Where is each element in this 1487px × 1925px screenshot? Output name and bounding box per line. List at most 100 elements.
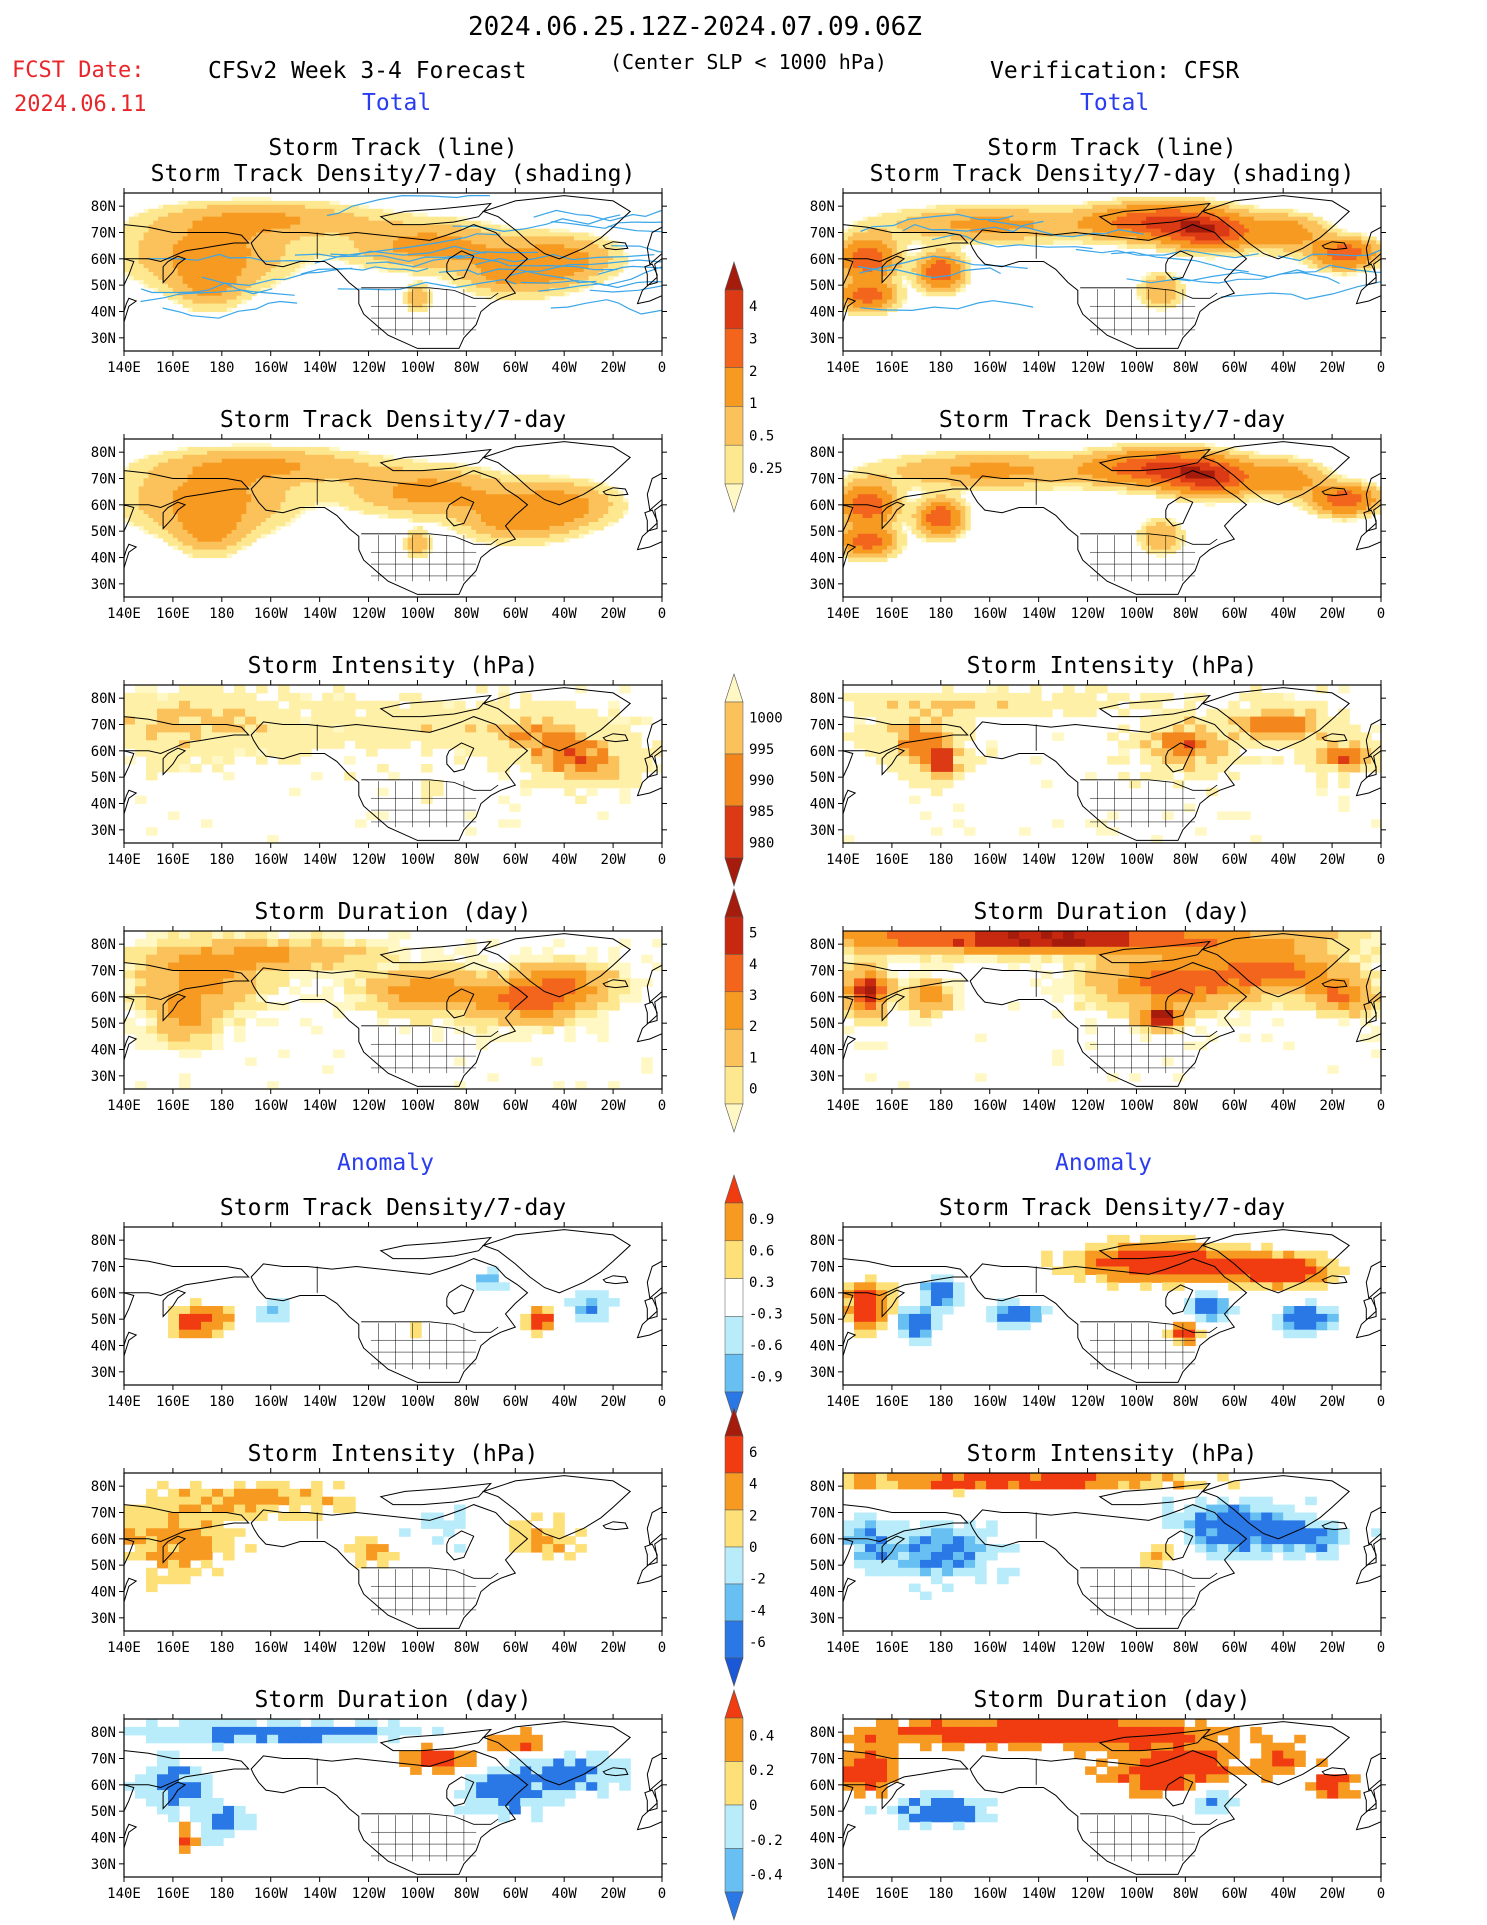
coastline-scand bbox=[1365, 226, 1381, 266]
coastline-siberia bbox=[843, 685, 969, 755]
lon-tick-label: 120W bbox=[352, 1886, 386, 1902]
map-panel-r1-c1: 140E 160E 180 160W 140W 120W 100W 80W 60W 40W 20W 0… bbox=[810, 407, 1386, 622]
lon-tick-label: 160W bbox=[254, 852, 288, 868]
colorbar-label: 3 bbox=[749, 988, 757, 1004]
fcst-date-value: 2024.06.11 bbox=[14, 92, 147, 117]
colorbar-label: 4 bbox=[749, 957, 757, 973]
lat-tick-label: 40N bbox=[91, 305, 116, 321]
lat-tick-label: 80N bbox=[91, 1233, 116, 1249]
lon-tick-label: 40W bbox=[1271, 606, 1297, 622]
map-field-r2-c1 bbox=[843, 685, 1381, 843]
colorbar-duration-total: 5 4 3 2 1 0 bbox=[724, 888, 757, 1133]
lon-tick-label: 140W bbox=[303, 606, 337, 622]
lon-tick-label: 80W bbox=[1173, 1640, 1199, 1656]
colorbar-label: 6 bbox=[749, 1445, 757, 1461]
coastline-kamchatka bbox=[881, 501, 906, 530]
coastline-europe bbox=[636, 504, 662, 551]
lon-tick-label: 60W bbox=[503, 1098, 529, 1114]
lat-tick-label: 40N bbox=[91, 1339, 116, 1355]
lon-tick-label: 60W bbox=[1222, 606, 1248, 622]
lon-tick-label: 80W bbox=[454, 1886, 480, 1902]
colorbar-label: 990 bbox=[749, 773, 774, 789]
colorbar-cap bbox=[724, 1689, 744, 1719]
colorbar-label: 0 bbox=[749, 1540, 757, 1556]
storm-track-line bbox=[1126, 269, 1308, 284]
panel-title: Storm Track Density/7-day (shading) bbox=[870, 161, 1355, 187]
colorbar-label: -4 bbox=[749, 1603, 766, 1619]
coastline-kamchatka bbox=[881, 255, 906, 284]
lon-tick-label: 20W bbox=[1319, 852, 1345, 868]
lon-tick-label: 20W bbox=[1319, 1394, 1345, 1410]
coastline-asia bbox=[843, 996, 854, 1024]
colorbar-swatch bbox=[724, 1717, 744, 1762]
coastline-europe bbox=[1355, 750, 1381, 797]
lon-tick-label: 160E bbox=[156, 1640, 190, 1656]
lon-tick-label: 180 bbox=[928, 1886, 953, 1902]
panel-title: Storm Intensity (hPa) bbox=[248, 1441, 539, 1467]
coastline-na bbox=[250, 1258, 529, 1383]
colorbar-label: 0.6 bbox=[749, 1243, 774, 1259]
lon-tick-label: 0 bbox=[1377, 1640, 1385, 1656]
coastline-greenland bbox=[1200, 195, 1351, 260]
lat-tick-label: 30N bbox=[91, 577, 116, 593]
map-frame bbox=[123, 1718, 663, 1878]
colorbar-label: 0.3 bbox=[749, 1275, 774, 1291]
lon-tick-label: 0 bbox=[1377, 1394, 1385, 1410]
lon-tick-label: 160E bbox=[156, 1886, 190, 1902]
colorbar-swatch bbox=[724, 1804, 744, 1849]
lon-tick-label: 120W bbox=[352, 360, 386, 376]
lat-tick-label: 60N bbox=[810, 498, 835, 514]
coastline-arctic_isl bbox=[1098, 1236, 1212, 1260]
lon-tick-label: 140W bbox=[303, 1886, 337, 1902]
coastline-britain bbox=[644, 1297, 658, 1320]
colorbar-label: 2 bbox=[749, 1508, 757, 1524]
colorbar-intensity-anomaly: 6 4 2 0 -2 -4 -6 bbox=[724, 1407, 766, 1687]
lat-tick-label: 80N bbox=[810, 199, 835, 215]
map-panel-r5-c1: 140E 160E 180 160W 140W 120W 100W 80W 60W 40W 20W 0… bbox=[810, 1441, 1386, 1656]
coastline-greenland bbox=[481, 687, 632, 752]
coastline-britain bbox=[1363, 755, 1377, 778]
lat-tick-label: 40N bbox=[810, 551, 835, 567]
coastline-siberia bbox=[843, 193, 969, 263]
lon-tick-label: 180 bbox=[209, 1886, 234, 1902]
colorbar-swatch bbox=[724, 1028, 744, 1067]
coastline-britain bbox=[644, 755, 658, 778]
lon-tick-label: 140W bbox=[303, 1098, 337, 1114]
lon-tick-label: 60W bbox=[503, 1640, 529, 1656]
colorbar-label: 4 bbox=[749, 1477, 757, 1493]
lon-tick-label: 160W bbox=[254, 1640, 288, 1656]
colorbar-swatch bbox=[724, 991, 744, 1030]
coastline-siberia bbox=[124, 1719, 250, 1789]
lon-tick-label: 40W bbox=[1271, 1098, 1297, 1114]
coastline-greenland bbox=[1200, 1229, 1351, 1294]
coastline-iceland bbox=[1321, 979, 1348, 989]
lon-tick-label: 180 bbox=[928, 1098, 953, 1114]
coastline-europe bbox=[636, 1292, 662, 1339]
map-field-r3-c0 bbox=[124, 931, 662, 1089]
colorbar-cap bbox=[724, 483, 744, 513]
coastline-kamchatka bbox=[162, 1781, 187, 1810]
lon-tick-label: 120W bbox=[352, 1394, 386, 1410]
lon-tick-label: 40W bbox=[552, 1886, 578, 1902]
map-field-r0-c0 bbox=[124, 193, 662, 351]
map-frame bbox=[842, 1718, 1382, 1878]
storm-track-line bbox=[456, 256, 618, 271]
lon-tick-label: 80W bbox=[454, 1098, 480, 1114]
lat-tick-label: 70N bbox=[810, 718, 835, 734]
coastline-asia bbox=[124, 1292, 135, 1320]
coastline-europe bbox=[636, 1784, 662, 1831]
lon-tick-label: 60W bbox=[503, 1394, 529, 1410]
lon-tick-label: 80W bbox=[1173, 1886, 1199, 1902]
colorbar-swatch bbox=[724, 406, 744, 446]
storm-track-line bbox=[520, 266, 662, 287]
lat-tick-label: 80N bbox=[91, 199, 116, 215]
panel-title: Storm Track Density/7-day bbox=[220, 407, 566, 433]
coastline-hudson bbox=[1165, 1776, 1194, 1807]
coastline-arctic_isl bbox=[379, 1728, 493, 1752]
storm-track-line bbox=[860, 213, 1014, 232]
lon-tick-label: 120W bbox=[1071, 606, 1105, 622]
colorbar-label: 4 bbox=[749, 299, 757, 315]
coastline-scand bbox=[646, 1752, 662, 1792]
storm-track-line bbox=[140, 289, 295, 303]
colorbar-swatch bbox=[724, 954, 744, 993]
